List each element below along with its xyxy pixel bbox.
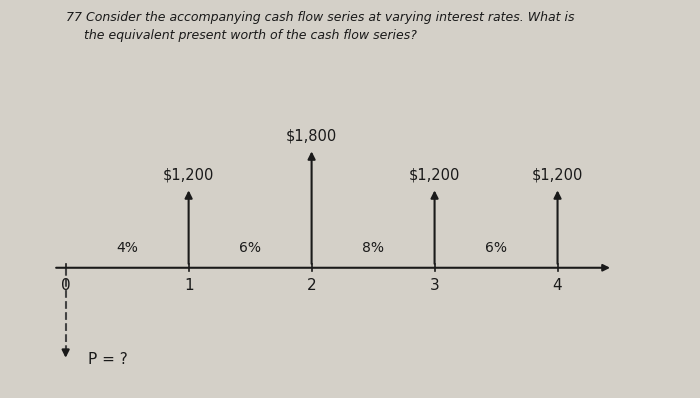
Text: the equivalent present worth of the cash flow series?: the equivalent present worth of the cash… [84,29,417,42]
Text: 2: 2 [307,278,316,293]
Text: 6%: 6% [239,241,261,255]
Text: $1,800: $1,800 [286,129,337,144]
Text: $1,200: $1,200 [532,168,583,183]
Text: 0: 0 [61,278,71,293]
Text: 77 Consider the accompanying cash flow series at varying interest rates. What is: 77 Consider the accompanying cash flow s… [66,11,574,24]
Text: P = ?: P = ? [88,352,127,367]
Text: 6%: 6% [485,241,507,255]
Text: 8%: 8% [362,241,384,255]
Text: 4%: 4% [116,241,138,255]
Text: 1: 1 [184,278,193,293]
Text: 3: 3 [430,278,440,293]
Text: $1,200: $1,200 [409,168,461,183]
Text: 4: 4 [553,278,562,293]
Text: $1,200: $1,200 [163,168,214,183]
